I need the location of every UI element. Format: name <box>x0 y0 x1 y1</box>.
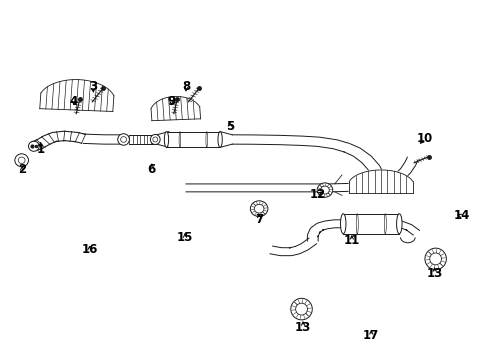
Polygon shape <box>348 170 412 193</box>
Text: 7: 7 <box>255 213 263 226</box>
Polygon shape <box>151 96 200 121</box>
Ellipse shape <box>121 136 126 142</box>
Text: 17: 17 <box>363 329 379 342</box>
Polygon shape <box>185 181 380 192</box>
Text: 9: 9 <box>167 95 175 108</box>
Text: 16: 16 <box>81 243 98 256</box>
Ellipse shape <box>290 298 312 320</box>
Ellipse shape <box>254 204 264 213</box>
Text: 11: 11 <box>343 234 359 247</box>
Ellipse shape <box>295 303 307 315</box>
Ellipse shape <box>250 201 267 217</box>
Text: 6: 6 <box>147 163 156 176</box>
Ellipse shape <box>424 248 446 270</box>
Ellipse shape <box>28 141 39 151</box>
Ellipse shape <box>218 132 222 147</box>
Ellipse shape <box>150 134 160 144</box>
Ellipse shape <box>429 253 441 265</box>
Polygon shape <box>378 157 417 189</box>
Ellipse shape <box>164 132 168 147</box>
Text: 15: 15 <box>177 231 193 244</box>
Polygon shape <box>343 144 386 186</box>
Text: 14: 14 <box>452 210 468 222</box>
Text: 1: 1 <box>37 143 44 156</box>
Text: 3: 3 <box>89 80 97 93</box>
Ellipse shape <box>320 186 328 194</box>
Polygon shape <box>397 221 419 235</box>
Polygon shape <box>269 238 316 256</box>
Ellipse shape <box>396 214 401 234</box>
Text: 10: 10 <box>416 132 432 145</box>
Ellipse shape <box>18 157 25 163</box>
Polygon shape <box>232 135 348 152</box>
Ellipse shape <box>340 214 346 234</box>
Polygon shape <box>83 134 122 144</box>
Ellipse shape <box>153 137 158 142</box>
Polygon shape <box>307 220 343 241</box>
Text: 4: 4 <box>70 95 78 108</box>
Polygon shape <box>40 80 114 112</box>
Text: 13: 13 <box>426 267 442 280</box>
Text: 8: 8 <box>182 80 190 93</box>
Text: 2: 2 <box>18 163 26 176</box>
Ellipse shape <box>118 134 129 145</box>
Text: 12: 12 <box>309 188 325 201</box>
Text: 13: 13 <box>294 320 310 333</box>
Ellipse shape <box>317 183 332 197</box>
Text: 5: 5 <box>225 120 234 133</box>
Ellipse shape <box>15 154 28 167</box>
